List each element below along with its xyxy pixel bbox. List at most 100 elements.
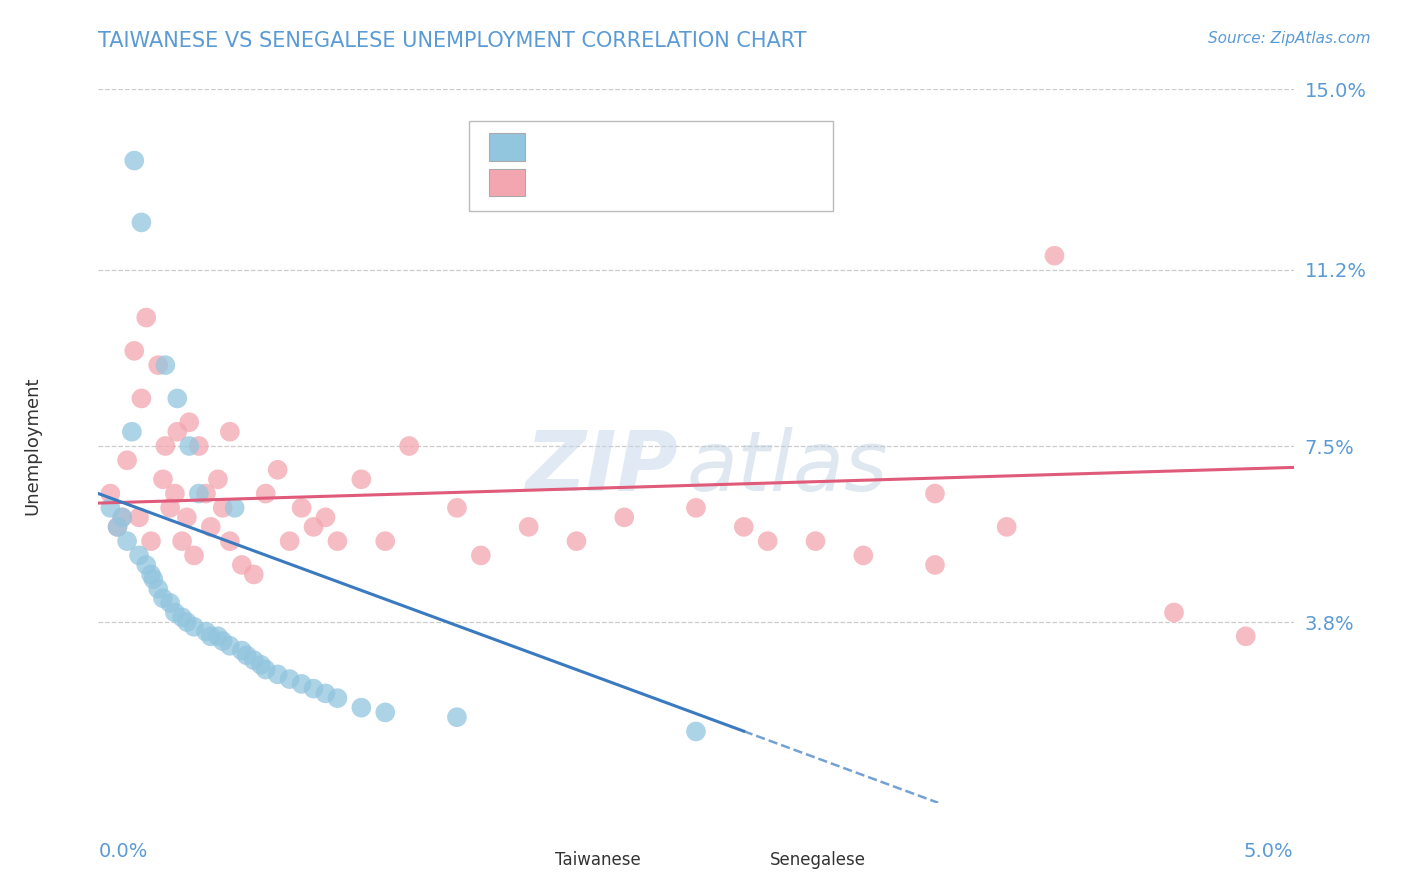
Point <box>1163 606 1185 620</box>
Text: ZIP: ZIP <box>526 427 678 508</box>
Point <box>211 500 233 515</box>
Point <box>148 582 170 596</box>
Point <box>139 567 162 582</box>
Text: -0.301: -0.301 <box>588 137 651 156</box>
Point <box>115 453 138 467</box>
Point <box>111 510 134 524</box>
Point <box>852 549 875 563</box>
Point <box>924 486 946 500</box>
Text: R =: R = <box>543 137 585 156</box>
Point <box>179 415 201 429</box>
Point <box>131 392 153 406</box>
Point <box>100 500 122 515</box>
Point <box>219 639 242 653</box>
Point <box>139 534 162 549</box>
Point <box>446 500 468 515</box>
Point <box>685 724 707 739</box>
Point <box>231 643 253 657</box>
Point <box>124 343 146 358</box>
Point <box>1043 249 1066 263</box>
Text: TAIWANESE VS SENEGALESE UNEMPLOYMENT CORRELATION CHART: TAIWANESE VS SENEGALESE UNEMPLOYMENT COR… <box>98 31 807 51</box>
Point <box>756 534 779 549</box>
Point <box>267 463 290 477</box>
Text: N =: N = <box>668 137 724 156</box>
Point <box>733 520 755 534</box>
Point <box>163 606 186 620</box>
Point <box>124 153 146 168</box>
Text: Unemployment: Unemployment <box>24 376 42 516</box>
Point <box>183 620 205 634</box>
Point <box>290 500 312 515</box>
Point <box>350 700 373 714</box>
Point <box>152 472 174 486</box>
Point <box>290 677 312 691</box>
Point <box>187 486 209 500</box>
Point <box>107 520 129 534</box>
Point <box>200 520 222 534</box>
Point <box>235 648 257 663</box>
Point <box>148 358 170 372</box>
Point <box>166 425 188 439</box>
Point <box>155 439 177 453</box>
Point <box>107 520 129 534</box>
Point <box>302 520 325 534</box>
Point <box>135 310 157 325</box>
Point <box>155 358 177 372</box>
Point <box>254 663 277 677</box>
FancyBboxPatch shape <box>489 169 524 196</box>
FancyBboxPatch shape <box>470 121 834 211</box>
Point <box>326 534 349 549</box>
Point <box>250 657 273 672</box>
Point <box>211 634 233 648</box>
Point <box>446 710 468 724</box>
Point <box>243 567 266 582</box>
Point <box>159 596 181 610</box>
Point <box>159 500 181 515</box>
Point <box>176 615 198 629</box>
Text: Taiwanese: Taiwanese <box>555 851 641 869</box>
Point <box>374 534 396 549</box>
Point <box>172 534 194 549</box>
Text: 43: 43 <box>733 137 756 156</box>
Point <box>111 510 134 524</box>
Point <box>100 486 122 500</box>
Point <box>565 534 588 549</box>
Point <box>135 558 157 572</box>
Text: atlas: atlas <box>686 427 889 508</box>
Point <box>183 549 205 563</box>
Point <box>267 667 290 681</box>
Point <box>278 534 301 549</box>
Point <box>128 510 150 524</box>
Point <box>115 534 138 549</box>
Point <box>470 549 492 563</box>
Point <box>142 572 165 586</box>
Point <box>219 425 242 439</box>
Point <box>314 686 337 700</box>
Point <box>200 629 222 643</box>
Point <box>398 439 420 453</box>
FancyBboxPatch shape <box>505 846 540 874</box>
FancyBboxPatch shape <box>489 134 524 161</box>
Point <box>278 672 301 686</box>
Point <box>804 534 827 549</box>
Text: Senegalese: Senegalese <box>770 851 866 869</box>
Point <box>195 486 218 500</box>
Point <box>995 520 1018 534</box>
Point <box>314 510 337 524</box>
Point <box>179 439 201 453</box>
Point <box>176 510 198 524</box>
Point <box>224 500 246 515</box>
Point <box>350 472 373 486</box>
Point <box>685 500 707 515</box>
Point <box>1234 629 1257 643</box>
Point <box>131 215 153 229</box>
Text: 5.0%: 5.0% <box>1244 842 1294 861</box>
Point <box>924 558 946 572</box>
Text: 54: 54 <box>733 173 756 192</box>
Text: 0.051: 0.051 <box>588 173 644 192</box>
Point <box>613 510 636 524</box>
Point <box>163 486 186 500</box>
Point <box>207 629 229 643</box>
Point <box>219 534 242 549</box>
Point <box>254 486 277 500</box>
